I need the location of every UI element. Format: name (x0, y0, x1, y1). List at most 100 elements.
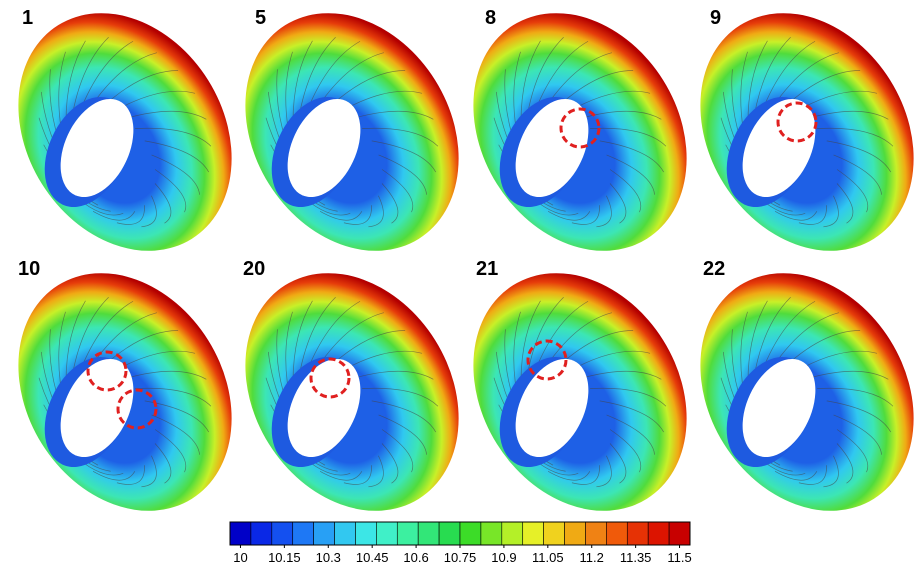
blade (826, 400, 891, 433)
panel (473, 13, 687, 251)
colorbar-band (292, 521, 314, 546)
blade (123, 110, 207, 120)
blade (817, 127, 894, 147)
colorbar-tick-label: 11.05 (532, 550, 564, 565)
blade (144, 140, 209, 173)
colorbar-band (438, 521, 461, 546)
panel-label: 5 (255, 7, 266, 29)
blade (596, 195, 612, 228)
colorbar-band (376, 521, 398, 546)
blade (116, 465, 145, 485)
colorbar-band (647, 521, 670, 546)
hole (287, 98, 361, 198)
panel-label: 10 (18, 258, 40, 280)
panel (473, 273, 687, 511)
blade (381, 169, 414, 213)
hole (287, 358, 361, 458)
blade (590, 127, 667, 147)
panel (18, 13, 232, 251)
blade (798, 205, 827, 225)
colorbar-tick-label: 10.3 (316, 550, 341, 565)
blade (381, 429, 414, 473)
colorbar-band (626, 521, 649, 546)
blade (606, 414, 655, 455)
panel-label: 21 (476, 258, 498, 280)
highlight-ring (116, 388, 158, 430)
blade (817, 387, 894, 407)
hole (515, 358, 589, 458)
colorbar-band (543, 521, 565, 546)
blade (368, 195, 384, 228)
blade (609, 169, 642, 213)
colorbar-band (522, 521, 544, 546)
colorbar-band (250, 521, 273, 546)
blade (836, 429, 869, 473)
blade (833, 414, 882, 455)
blade (606, 154, 655, 195)
highlight-ring (526, 339, 568, 381)
colorbar-tick-label: 11.5 (667, 550, 691, 565)
highlight-ring (86, 350, 128, 392)
colorbar-tick-label: 10.75 (444, 550, 477, 565)
blade (609, 183, 627, 224)
blade (774, 471, 818, 481)
colorbar-band (417, 521, 440, 546)
blade (151, 414, 200, 455)
colorbar-band (585, 521, 607, 546)
blade (836, 183, 854, 224)
blade (774, 211, 818, 221)
disc (18, 273, 232, 511)
blade (141, 455, 157, 488)
panel-label: 8 (485, 7, 496, 29)
blade (92, 471, 136, 481)
blade (154, 429, 187, 473)
colorbar-band (271, 521, 294, 546)
colorbar-band (501, 521, 524, 546)
blade (378, 414, 427, 455)
hole (60, 98, 134, 198)
blade (571, 205, 600, 225)
blade (362, 387, 439, 407)
blade (135, 127, 212, 147)
blade (547, 211, 591, 221)
highlight-ring (776, 101, 818, 143)
colorbar-band (668, 521, 691, 546)
blade (381, 443, 399, 484)
blade (371, 140, 436, 173)
colorbar-band (396, 521, 419, 546)
hole (515, 98, 589, 198)
blade (381, 183, 399, 224)
panel (700, 273, 914, 511)
highlight-ring (559, 107, 601, 149)
blade (362, 127, 439, 147)
blade (151, 154, 200, 195)
panel-label: 9 (710, 7, 721, 29)
blade (833, 154, 882, 195)
blade (578, 370, 662, 380)
blade (141, 195, 157, 228)
blade (371, 400, 436, 433)
colorbar-tick-label: 10.9 (491, 550, 516, 565)
blade (609, 443, 627, 484)
blade (135, 387, 212, 407)
blade (92, 211, 136, 221)
blade (599, 400, 664, 433)
blade (319, 211, 363, 221)
blade (578, 110, 662, 120)
blade (319, 471, 363, 481)
blade (823, 195, 839, 228)
blade (798, 465, 827, 485)
colorbar-band (480, 521, 503, 546)
colorbar-tick-label: 10.15 (268, 550, 301, 565)
panel (245, 13, 459, 251)
colorbar-tick-label: 11.2 (580, 550, 604, 565)
hole (742, 358, 816, 458)
panel-label: 20 (243, 258, 265, 280)
blade (154, 169, 187, 213)
panel (700, 13, 914, 251)
blade (826, 140, 891, 173)
hole (742, 98, 816, 198)
blade (343, 465, 372, 485)
blade (378, 154, 427, 195)
blade (823, 455, 839, 488)
